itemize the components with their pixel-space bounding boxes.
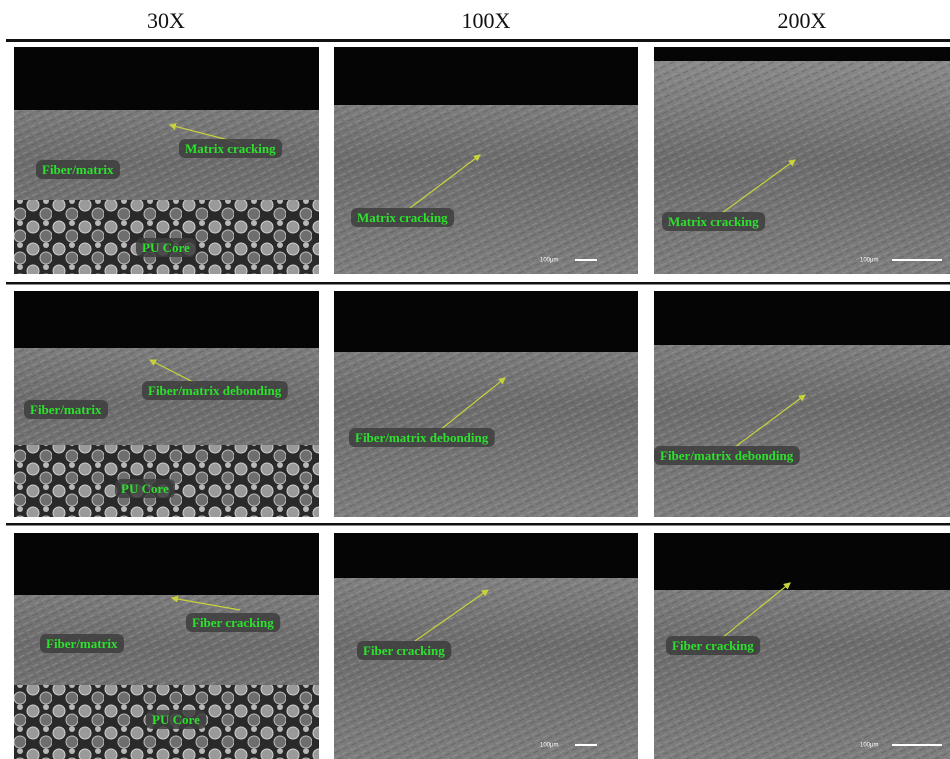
background [654,533,950,590]
annotation-label: Matrix cracking [668,214,759,229]
background [654,47,950,61]
foam-core [14,200,319,274]
annotation-label: Fiber/matrix debonding [660,448,794,463]
annotation-label: PU Core [152,712,200,727]
sem-image [654,291,950,517]
background [654,291,950,345]
figure: 30X 100X 200X Matrix cracking Fiber/matri… [0,0,950,759]
annotation-label: PU Core [121,481,169,496]
annotation-label: Matrix cracking [185,141,276,156]
scale-label: 100μm [540,258,558,264]
annotation-label: Fiber cracking [672,638,754,653]
sem-image [334,47,638,274]
annotation-label: Fiber/matrix [30,402,102,417]
background [334,533,638,578]
rule [6,39,950,42]
rule [6,523,950,526]
annotation-label: Fiber cracking [192,615,274,630]
annotation-label: Fiber/matrix [42,162,114,177]
background [14,533,319,595]
sem-image [654,47,950,274]
scale-label: 100μm [860,258,878,264]
column-header: 200X [778,8,827,33]
annotation-label: Matrix cracking [357,210,448,225]
annotation-label: Fiber/matrix debonding [148,383,282,398]
annotation-label: Fiber/matrix [46,636,118,651]
annotation-label: PU Core [142,240,190,255]
background [14,291,319,348]
scale-label: 100μm [860,743,878,749]
annotation-label: Fiber cracking [363,643,445,658]
scale-label: 100μm [540,743,558,749]
background [14,47,319,110]
background [334,291,638,352]
sem-image [334,291,638,517]
background [334,47,638,105]
image-texture [654,47,950,274]
annotation-label: Fiber/matrix debonding [355,430,489,445]
column-header: 100X [462,8,511,33]
rule [6,282,950,285]
column-header: 30X [147,8,185,33]
